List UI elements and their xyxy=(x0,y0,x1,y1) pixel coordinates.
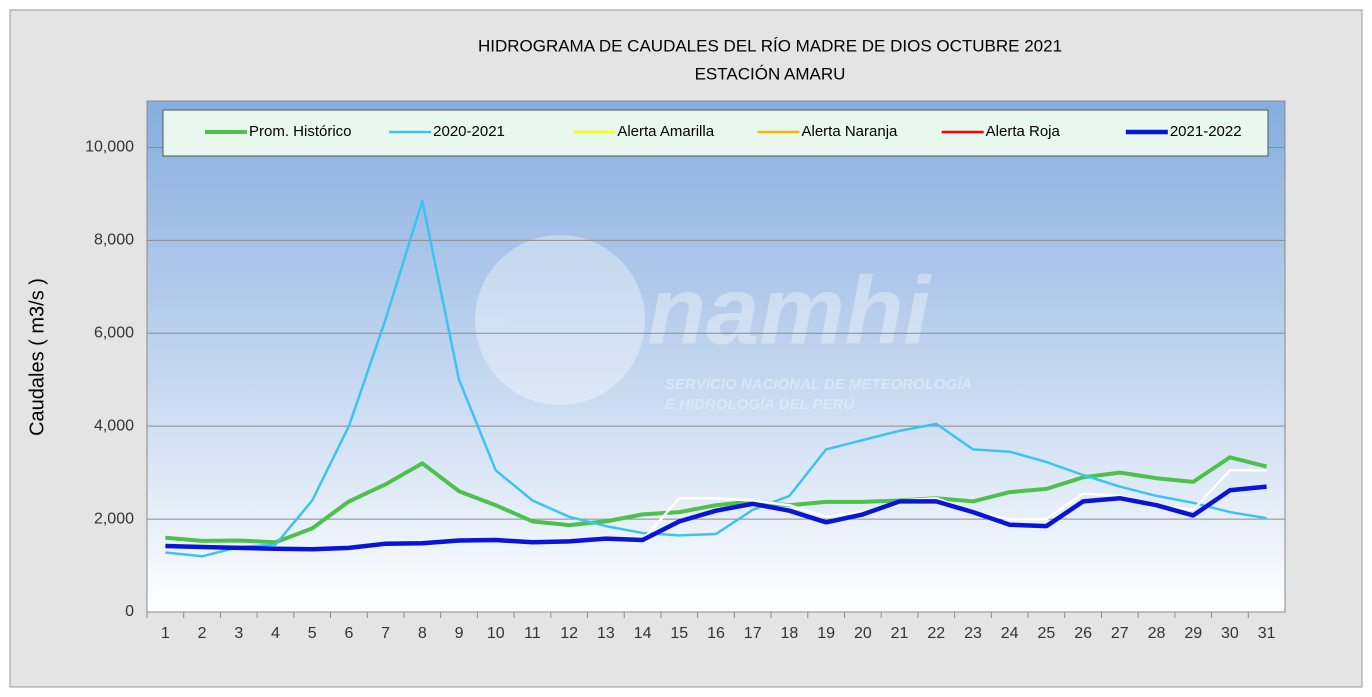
legend-label: 2020-2021 xyxy=(433,123,505,140)
watermark: Senamhi SERVICIO NACIONAL DE METEOROLOGÍ… xyxy=(475,235,972,413)
x-tick-label: 26 xyxy=(1074,625,1092,642)
x-tick-label: 24 xyxy=(1001,625,1019,642)
x-tick-label: 15 xyxy=(670,625,688,642)
x-tick-label: 31 xyxy=(1258,625,1276,642)
legend-label: Prom. Histórico xyxy=(249,123,352,140)
x-tick-label: 22 xyxy=(927,625,945,642)
x-tick-label: 11 xyxy=(524,625,541,642)
y-tick-label: 4,000 xyxy=(94,417,134,434)
watermark-text: SERVICIO NACIONAL DE METEOROLOGÍA xyxy=(665,376,972,393)
x-tick-label: 7 xyxy=(381,625,390,642)
x-tick-label: 12 xyxy=(560,625,578,642)
x-tick-label: 8 xyxy=(418,625,427,642)
x-tick-label: 4 xyxy=(271,625,280,642)
x-tick-label: 6 xyxy=(344,625,353,642)
x-tick-label: 27 xyxy=(1111,625,1129,642)
y-tick-label: 8,000 xyxy=(94,232,134,249)
x-tick-label: 19 xyxy=(817,625,835,642)
watermark-logo xyxy=(475,235,645,405)
legend-label: Alerta Naranja xyxy=(802,123,899,140)
x-tick-label: 9 xyxy=(455,625,464,642)
legend-label: Alerta Roja xyxy=(986,123,1061,140)
x-tick-label: 21 xyxy=(891,625,909,642)
x-tick-label: 1 xyxy=(161,625,170,642)
x-tick-label: 23 xyxy=(964,625,982,642)
x-tick-label: 14 xyxy=(634,625,652,642)
chart-title: HIDROGRAMA DE CAUDALES DEL RÍO MADRE DE … xyxy=(478,36,1062,55)
y-tick-label: 2,000 xyxy=(94,510,134,527)
legend-label: Alerta Amarilla xyxy=(617,123,714,140)
x-tick-label: 5 xyxy=(308,625,317,642)
x-tick-label: 3 xyxy=(234,625,243,642)
plot-area xyxy=(146,100,1286,613)
x-tick-label: 20 xyxy=(854,625,872,642)
x-tick-label: 29 xyxy=(1184,625,1202,642)
y-axis-label: Caudales ( m3/s ) xyxy=(26,278,48,436)
legend-box xyxy=(162,109,1269,157)
x-tick-label: 16 xyxy=(707,625,725,642)
x-tick-label: 13 xyxy=(597,625,615,642)
watermark-text: E HIDROLOGÍA DEL PERÚ xyxy=(665,395,855,413)
x-tick-label: 10 xyxy=(487,625,505,642)
series-line xyxy=(165,199,1267,558)
x-tick-label: 28 xyxy=(1148,625,1166,642)
chart-subtitle: ESTACIÓN AMARU xyxy=(695,64,846,83)
series-line xyxy=(165,484,1267,552)
series-line xyxy=(165,455,1268,545)
legend-label: 2021-2022 xyxy=(1170,123,1242,140)
x-tick-label: 18 xyxy=(781,625,799,642)
y-tick-label: 6,000 xyxy=(94,324,134,341)
y-tick-label: 10,000 xyxy=(85,139,134,156)
x-tick-label: 17 xyxy=(744,625,762,642)
y-tick-label: 0 xyxy=(125,603,134,620)
x-tick-label: 25 xyxy=(1037,625,1055,642)
legend: Prom. Histórico 2020-2021 Alerta Amarilla A… xyxy=(162,109,1269,157)
x-tick-label: 2 xyxy=(198,625,207,642)
watermark-name: Senamhi xyxy=(530,257,932,364)
x-tick-label: 30 xyxy=(1221,625,1239,642)
